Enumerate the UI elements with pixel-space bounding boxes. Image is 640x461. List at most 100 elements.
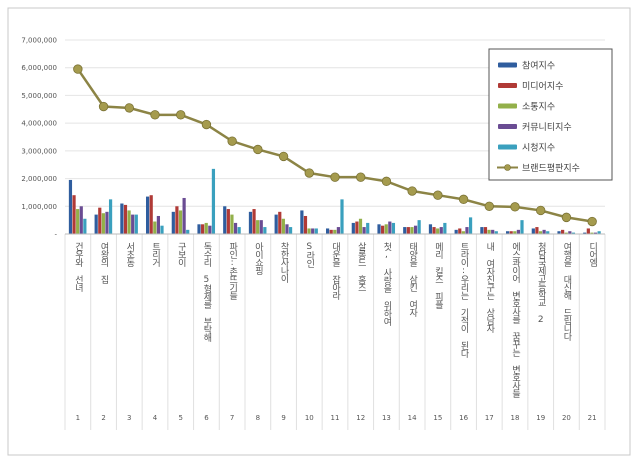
bar-1-16: [483, 227, 488, 234]
rank-label: 13: [382, 414, 391, 422]
rank-label: 14: [408, 414, 417, 422]
bar-2-0: [76, 209, 80, 234]
bar-0-2: [120, 203, 124, 234]
bar-2-1: [101, 213, 105, 234]
category-label: 파인:촌뜨기들: [227, 242, 237, 300]
bar-3-2: [131, 214, 135, 234]
bar-2-3: [153, 221, 157, 234]
brand-index-point-13: [407, 186, 417, 196]
bar-2-18: [538, 231, 543, 234]
legend-label: 참여지수: [522, 60, 555, 72]
bar-1-6: [226, 209, 230, 234]
bar-0-19: [557, 231, 561, 234]
bar-0-6: [223, 206, 227, 234]
category-label: 내 여자친구는 상남자: [484, 242, 494, 334]
bar-4-6: [237, 227, 241, 234]
bar-0-1: [94, 214, 98, 234]
bar-2-2: [127, 210, 131, 234]
brand-index-point-4: [176, 110, 186, 120]
bar-1-14: [432, 227, 436, 234]
bar-3-19: [568, 231, 572, 234]
brand-index-point-15: [458, 194, 469, 205]
bar-4-7: [263, 227, 267, 234]
bar-1-12: [381, 225, 385, 234]
y-tick-label: 4,000,000: [21, 120, 57, 128]
rank-label: 7: [230, 414, 234, 422]
category-label: 살롱드 홈즈: [356, 242, 366, 291]
rank-label: 15: [433, 414, 442, 422]
bar-0-16: [480, 227, 484, 234]
bar-2-14: [436, 228, 440, 234]
bar-4-14: [443, 222, 447, 234]
bar-4-2: [134, 214, 138, 234]
bar-4-5: [211, 168, 216, 234]
legend-label: 브랜드평판지수: [522, 163, 580, 174]
y-tick-label: 7,000,000: [21, 37, 57, 45]
bar-4-11: [366, 222, 370, 234]
brand-index-line: [73, 64, 597, 227]
bar-2-8: [281, 218, 285, 234]
rank-label: 9: [281, 414, 285, 422]
brand-index-point-2: [124, 103, 134, 113]
bar-1-5: [201, 224, 205, 234]
bar-0-17: [506, 231, 510, 234]
bar-3-16: [491, 229, 495, 234]
x-axis: 건우와 선녀 1 여왕의 집 2 서초동 3 트리거 4 구보이 5 독수리 5형제를 부탁해 6 파인…: [64, 233, 606, 430]
bar-2-15: [461, 231, 465, 234]
bar-3-12: [388, 221, 392, 234]
brand-index-point-19: [561, 212, 572, 223]
bar-0-5: [197, 224, 201, 234]
bar-4-13: [417, 220, 421, 234]
bar-3-13: [413, 225, 418, 234]
bar-1-20: [586, 228, 590, 234]
bar-0-7: [248, 211, 253, 234]
y-tick-label: 6,000,000: [21, 64, 57, 72]
rank-label: 6: [204, 414, 209, 422]
brand-index-point-6: [227, 136, 237, 146]
bar-0-11: [351, 222, 355, 234]
brand-index-point-11: [356, 172, 366, 182]
brand-index-point-12: [381, 176, 392, 187]
rank-label: 2: [101, 414, 105, 422]
bar-4-1: [108, 199, 113, 234]
brand-index-point-9: [304, 168, 314, 178]
bar-0-13: [403, 227, 407, 234]
bar-1-17: [509, 231, 513, 234]
bar-4-15: [468, 217, 473, 234]
bar-2-20: [590, 232, 594, 234]
bar-4-12: [391, 222, 396, 234]
bar-4-19: [571, 232, 576, 234]
legend-swatch-3: [498, 124, 517, 129]
legend-label: 시청지수: [522, 143, 555, 154]
category-label: 트라이:우리는 기적이 된다: [459, 242, 469, 359]
bar-2-10: [333, 229, 337, 234]
rank-label: 11: [331, 414, 340, 422]
legend-swatch-marker: [504, 164, 511, 171]
brand-index-point-8: [278, 151, 289, 162]
rank-label: 4: [153, 414, 158, 422]
legend-swatch-0: [498, 62, 517, 68]
category-label: 아이쇼핑: [253, 242, 263, 275]
rank-label: 8: [256, 414, 260, 422]
bar-4-10: [340, 199, 344, 234]
bar-0-12: [377, 224, 381, 234]
bar-2-6: [230, 214, 234, 234]
bar-2-9: [307, 228, 311, 234]
brand-index-point-10: [330, 172, 340, 182]
bar-0-4: [171, 211, 175, 234]
legend-label: 미디어지수: [522, 81, 563, 92]
bar-3-9: [311, 228, 315, 234]
bar-4-16: [494, 231, 498, 234]
y-tick-label: 1,000,000: [21, 203, 57, 211]
brand-index-point-7: [253, 144, 263, 155]
bar-4-8: [288, 227, 293, 234]
bar-1-4: [175, 206, 179, 234]
bar-1-19: [561, 229, 565, 234]
category-label: 에스콰이어 변호사를 꿈꾸는 변호사들: [510, 242, 520, 398]
brand-index-point-5: [201, 119, 212, 130]
bar-1-18: [535, 227, 539, 234]
category-label: 여왕의 집: [99, 241, 109, 284]
bar-1-10: [329, 229, 333, 234]
bars: [68, 168, 601, 234]
category-label: 메리 킬즈 피플: [433, 242, 443, 309]
